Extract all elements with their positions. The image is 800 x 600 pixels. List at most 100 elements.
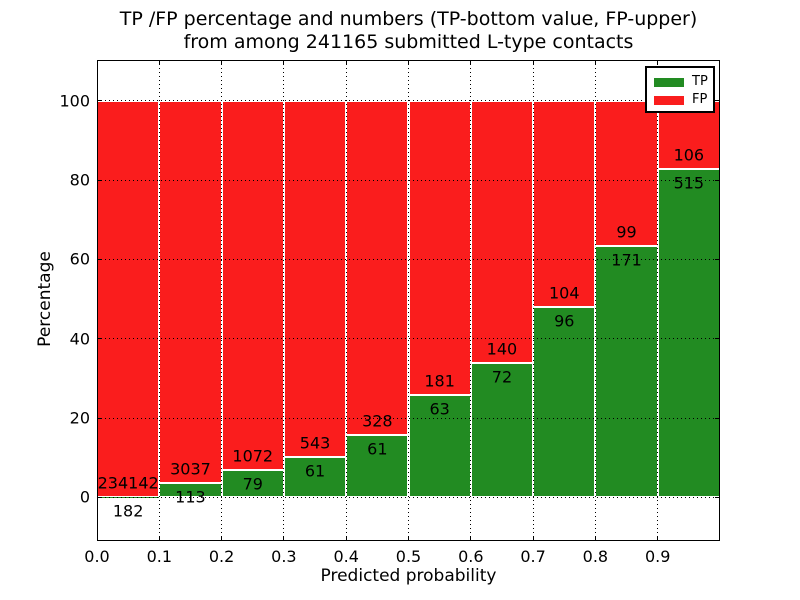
- legend-label-fp: FP: [692, 92, 708, 107]
- tp-count-label: 182: [112, 501, 144, 521]
- fp-count-label: 140: [486, 339, 518, 359]
- fp-count-label: 543: [299, 433, 331, 453]
- tp-bar-0.3: [283, 457, 347, 498]
- v-gridline: [408, 60, 409, 541]
- x-tick-label: 0.4: [333, 547, 359, 566]
- y-tick-mark-right: [715, 179, 720, 181]
- v-gridline: [283, 60, 285, 541]
- y-tick-label: 0: [79, 487, 90, 507]
- y-tick-mark-right: [715, 496, 720, 498]
- tp-count-label: 113: [175, 487, 206, 507]
- fp-bar-0.2: [221, 100, 284, 471]
- h-gridline: [97, 417, 720, 419]
- x-tick-mark: [345, 536, 347, 541]
- fp-count-label: 3037: [170, 459, 211, 479]
- y-tick-mark: [97, 258, 102, 260]
- x-tick-mark-top: [158, 60, 160, 65]
- y-tick-mark-right: [715, 417, 720, 419]
- tp-bar-0.2: [221, 470, 284, 498]
- tp-count-label: 63: [429, 399, 450, 419]
- bars-layer: [97, 60, 720, 541]
- x-tick-label: 0.5: [395, 547, 422, 566]
- grid-layer: [97, 60, 720, 541]
- y-tick-mark: [97, 496, 102, 498]
- x-tick-label: 0.1: [146, 547, 173, 566]
- tp-count-label: 515: [673, 173, 705, 193]
- tp-count-label: 171: [611, 250, 642, 270]
- x-tick-mark-top: [283, 60, 285, 65]
- x-tick-mark: [408, 536, 409, 541]
- fp-bar-0.7: [533, 100, 596, 308]
- h-gridline: [97, 179, 720, 181]
- y-tick-mark-right: [715, 338, 720, 340]
- h-gridline: [97, 100, 720, 102]
- x-tick-mark-top: [594, 60, 596, 65]
- y-tick-mark: [97, 417, 102, 419]
- fp-bar-0.5: [408, 100, 471, 395]
- fp-bar-0.4: [346, 100, 409, 436]
- fp-bar-0.6: [470, 100, 534, 363]
- v-gridline: [470, 60, 472, 541]
- fp-count-label: 328: [362, 411, 393, 431]
- y-tick-label: 80: [69, 170, 90, 190]
- y-tick-mark: [97, 179, 102, 181]
- h-gridline: [97, 258, 720, 260]
- y-tick-mark-right: [715, 258, 720, 260]
- x-tick-label: 0.9: [644, 547, 671, 566]
- tp-bar-0.5: [408, 394, 471, 498]
- x-tick-mark: [470, 536, 472, 541]
- v-gridline: [594, 60, 596, 541]
- plot-area: 234142 182 3037 113 1072 79 543 61 328 61 181 63 140…: [97, 60, 720, 541]
- chart-title-line2: from among 241165 submitted L-type conta…: [183, 31, 634, 53]
- y-axis-label: Percentage: [35, 251, 55, 347]
- tp-bar-0.1: [159, 483, 222, 498]
- fp-bar-0.8: [595, 100, 658, 247]
- y-tick-mark-right: [715, 100, 720, 102]
- x-tick-label: 0.3: [271, 547, 297, 566]
- chart-title: TP /FP percentage and numbers (TP-bottom…: [97, 8, 720, 54]
- tp-count-label: 61: [304, 461, 326, 481]
- legend-row-fp: FP: [647, 91, 713, 109]
- x-tick-label: 0.7: [520, 547, 546, 566]
- y-tick-label: 100: [59, 91, 90, 111]
- x-tick-label: 0.2: [208, 547, 235, 566]
- chart-title-line1: TP /FP percentage and numbers (TP-bottom…: [119, 8, 698, 30]
- fp-bar-0.3: [283, 100, 347, 458]
- legend-row-tp: TP: [647, 73, 713, 91]
- x-tick-mark: [532, 536, 534, 541]
- fp-count-label: 99: [616, 222, 637, 242]
- x-tick-mark-top: [532, 60, 534, 65]
- y-tick-label: 60: [69, 249, 90, 269]
- tp-bar-0.4: [346, 435, 409, 498]
- y-tick-label: 40: [69, 329, 90, 349]
- fp-swatch-icon: [654, 95, 684, 105]
- x-tick-label: 0.0: [84, 547, 110, 566]
- x-tick-mark: [221, 536, 223, 541]
- tp-bar-0.8: [595, 246, 658, 498]
- v-gridline: [345, 60, 347, 541]
- v-gridline: [532, 60, 534, 541]
- tp-count-label: 72: [491, 367, 513, 387]
- fp-count-label: 234142: [97, 473, 159, 493]
- x-tick-mark-top: [221, 60, 223, 65]
- fp-count-label: 104: [548, 283, 580, 303]
- h-gridline: [97, 496, 720, 498]
- fp-bar-0.1: [159, 100, 222, 484]
- fp-count-label: 1072: [232, 446, 274, 466]
- h-gridline: [97, 338, 720, 340]
- x-tick-mark: [283, 536, 285, 541]
- tp-bar-0.9: [657, 168, 720, 498]
- x-tick-mark-top: [345, 60, 347, 65]
- tp-count-label: 61: [367, 439, 388, 459]
- x-tick-mark: [158, 536, 160, 541]
- x-tick-mark-top: [657, 60, 659, 65]
- tp-swatch-icon: [654, 77, 684, 87]
- x-tick-mark: [594, 536, 596, 541]
- y-tick-mark: [97, 338, 102, 340]
- x-tick-mark-top: [470, 60, 472, 65]
- y-tick-mark: [97, 100, 102, 102]
- x-tick-label: 0.8: [582, 547, 609, 566]
- x-tick-label: 0.6: [458, 547, 484, 566]
- legend: TP FP: [645, 66, 715, 113]
- legend-label-tp: TP: [692, 74, 708, 89]
